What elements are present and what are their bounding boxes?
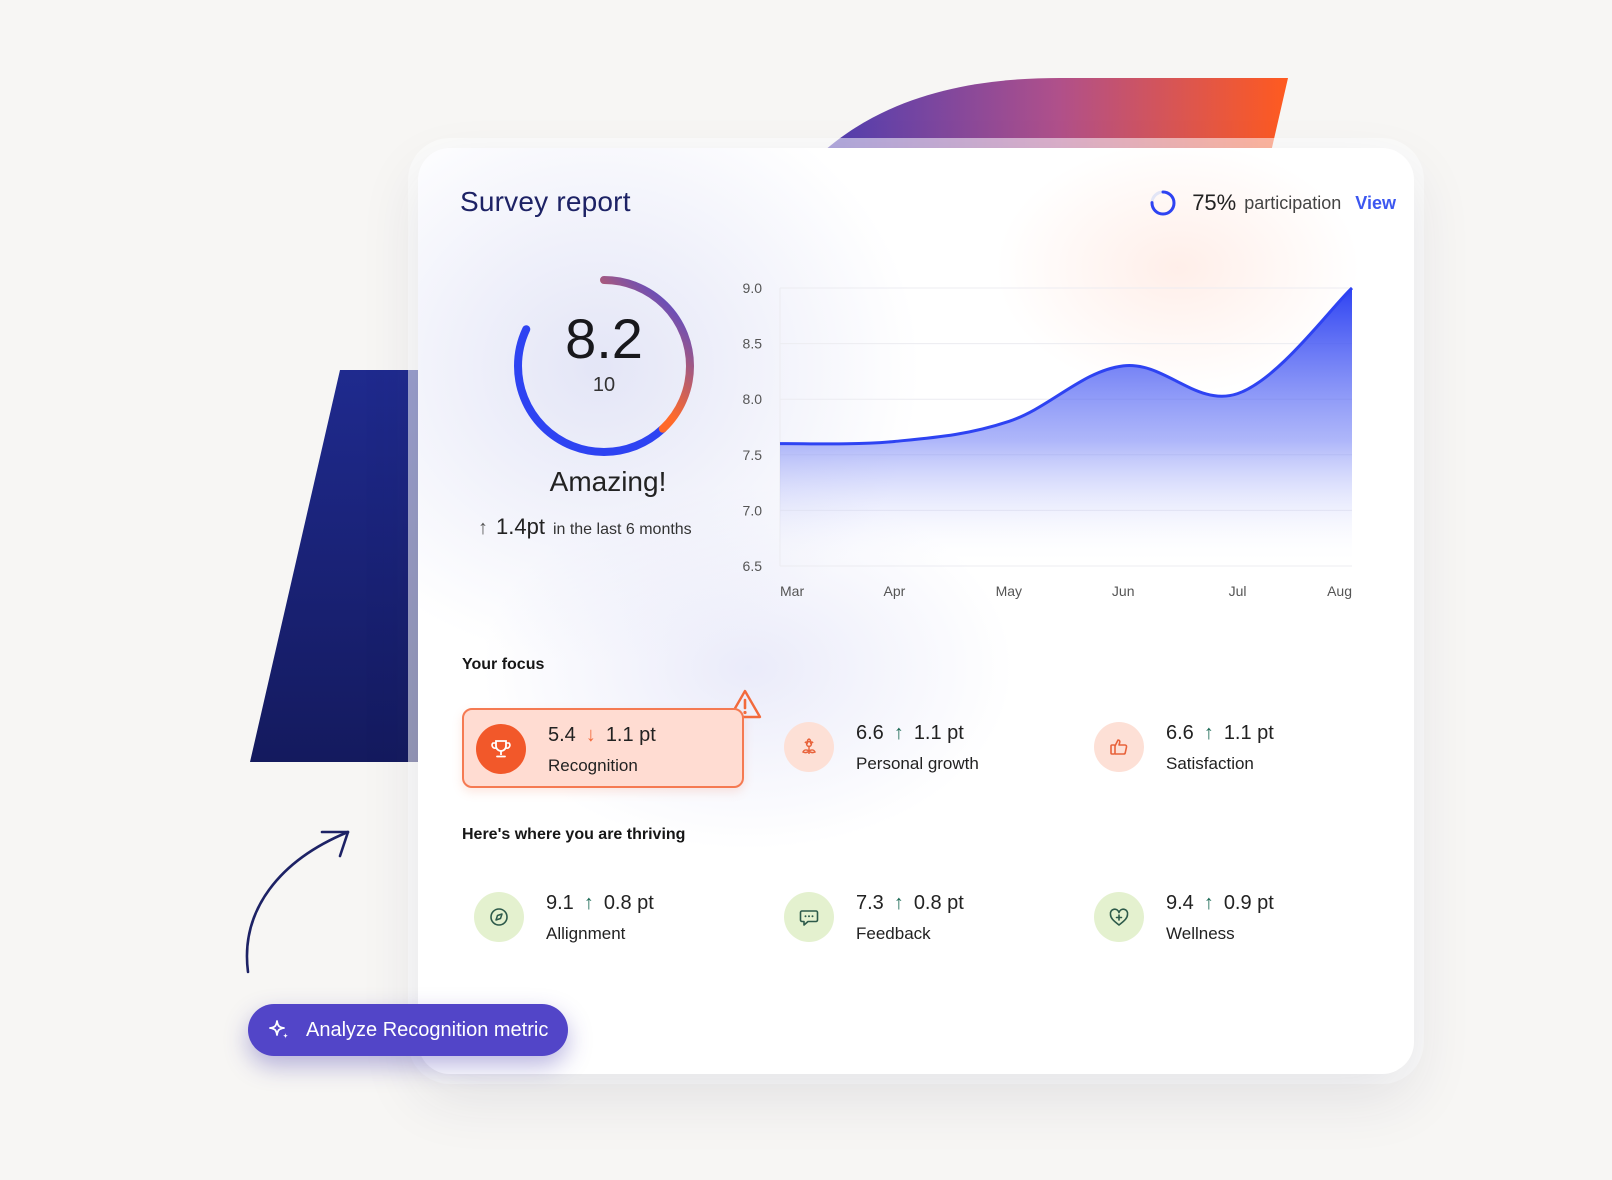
focus-metric-recognition[interactable]: 5.4 ↓ 1.1 pt Recognition bbox=[462, 708, 744, 788]
metric-name: Wellness bbox=[1166, 924, 1235, 943]
metric-delta: 0.8 pt bbox=[603, 892, 654, 914]
page-title: Survey report bbox=[460, 186, 631, 217]
chart-series-line bbox=[779, 286, 1354, 446]
metric-value: 7.3 bbox=[856, 892, 884, 914]
chart-x-tick-label: Mar bbox=[780, 583, 804, 599]
chart-y-tick-label: 7.5 bbox=[743, 447, 763, 463]
compass-icon bbox=[474, 892, 524, 942]
score-verdict: Amazing! bbox=[549, 466, 667, 497]
decorative-navy-shape bbox=[250, 370, 440, 762]
chart-y-tick-label: 8.0 bbox=[743, 391, 763, 407]
score-delta-context: in the last 6 months bbox=[552, 521, 692, 538]
participation-summary: 75% participation View bbox=[1148, 186, 1396, 220]
metric-name: Feedback bbox=[856, 924, 931, 943]
chart-x-tick-label: Jun bbox=[1112, 583, 1135, 599]
arrow-up-icon: ↑ bbox=[1203, 892, 1214, 914]
metric-value: 9.1 bbox=[546, 892, 574, 914]
sparkle-icon bbox=[269, 1020, 288, 1039]
survey-report-card: Survey report 75% participation View 8.2… bbox=[418, 148, 1414, 1074]
metric-name: Personal growth bbox=[856, 754, 979, 773]
metric-value: 6.6 bbox=[1166, 722, 1194, 744]
curved-arrow-icon bbox=[245, 830, 350, 974]
chart-x-tick-label: Jul bbox=[1229, 583, 1247, 599]
metric-value: 9.4 bbox=[1166, 892, 1194, 914]
score-trend-chart: 9.0 8.5 8.0 7.5 7.0 6.5 Mar Apr May Jun Jul Aug bbox=[743, 280, 1354, 599]
focus-metric-satisfaction[interactable]: 6.6 ↑ 1.1 pt Satisfaction bbox=[1082, 708, 1364, 788]
score-gauge bbox=[514, 276, 694, 456]
metric-name: Allignment bbox=[546, 924, 626, 943]
chat-bubble-icon bbox=[784, 892, 834, 942]
overall-score: 8.2 bbox=[565, 307, 643, 370]
score-delta: 1.4pt bbox=[496, 514, 545, 539]
metric-delta: 1.1 pt bbox=[913, 722, 964, 744]
analyze-button-label: Analyze Recognition metric bbox=[306, 1018, 549, 1041]
chart-x-tick-label: Apr bbox=[884, 583, 906, 599]
score-max: 10 bbox=[592, 374, 616, 396]
chart-y-tick-label: 6.5 bbox=[743, 558, 763, 574]
participation-label: participation bbox=[1244, 192, 1342, 213]
metric-delta: 1.1 pt bbox=[605, 724, 656, 746]
flower-icon bbox=[784, 722, 834, 772]
chart-y-tick-label: 7.0 bbox=[743, 502, 763, 518]
chart-area-fill bbox=[780, 288, 1352, 566]
warning-icon bbox=[728, 689, 762, 719]
metric-name: Satisfaction bbox=[1166, 754, 1254, 773]
metric-name: Recognition bbox=[548, 756, 638, 775]
metric-delta: 0.9 pt bbox=[1223, 892, 1274, 914]
participation-percent: 75% bbox=[1192, 190, 1237, 215]
metric-value: 5.4 bbox=[548, 724, 576, 746]
metric-value: 6.6 bbox=[856, 722, 884, 744]
arrow-down-icon: ↓ bbox=[585, 724, 596, 746]
heart-plus-icon bbox=[1094, 892, 1144, 942]
trophy-icon bbox=[476, 724, 526, 774]
arrow-up-icon: ↑ bbox=[893, 892, 904, 914]
thriving-metric-allignment[interactable]: 9.1 ↑ 0.8 pt Allignment bbox=[462, 878, 744, 958]
thumbs-up-icon bbox=[1094, 722, 1144, 772]
metric-delta: 0.8 pt bbox=[913, 892, 964, 914]
chart-y-tick-label: 9.0 bbox=[743, 280, 763, 296]
chart-x-tick-label: May bbox=[996, 583, 1022, 599]
arrow-up-icon: ↑ bbox=[1203, 722, 1214, 744]
analyze-recognition-button[interactable]: Analyze Recognition metric bbox=[248, 1004, 569, 1056]
thriving-metric-wellness[interactable]: 9.4 ↑ 0.9 pt Wellness bbox=[1082, 878, 1364, 958]
arrow-up-icon: ↑ bbox=[893, 722, 904, 744]
focus-metric-personal-growth[interactable]: 6.6 ↑ 1.1 pt Personal growth bbox=[772, 708, 1054, 788]
participation-ring-icon bbox=[1150, 190, 1176, 216]
score-trend: ↑ 1.4pt in the last 6 months bbox=[478, 514, 758, 540]
arrow-up-icon: ↑ bbox=[478, 517, 488, 539]
focus-section-title: Your focus bbox=[462, 656, 545, 673]
view-participation-link[interactable]: View bbox=[1355, 192, 1396, 213]
arrow-up-icon: ↑ bbox=[583, 892, 594, 914]
chart-x-tick-label: Aug bbox=[1327, 583, 1352, 599]
metric-delta: 1.1 pt bbox=[1223, 722, 1274, 744]
thriving-metric-feedback[interactable]: 7.3 ↑ 0.8 pt Feedback bbox=[772, 878, 1054, 958]
chart-y-tick-label: 8.5 bbox=[743, 336, 763, 352]
thriving-section-title: Here's where you are thriving bbox=[462, 826, 686, 843]
